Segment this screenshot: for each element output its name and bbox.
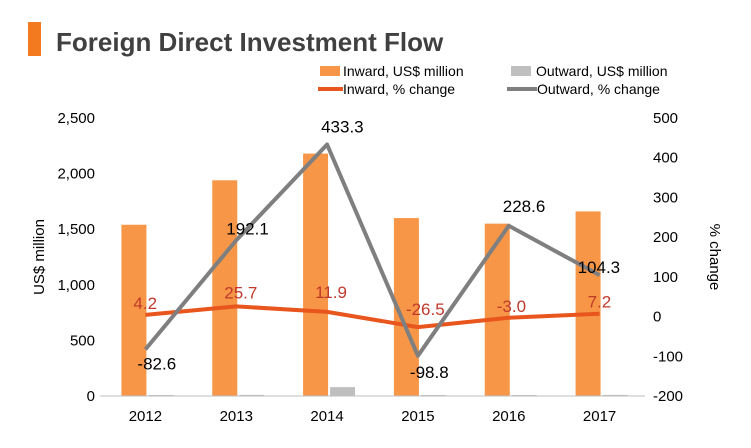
y-axis-left-ticks: 0 500 1,000 1,500 2,000 2,500 [57, 110, 95, 405]
label-inward-change: 25.7 [224, 283, 257, 302]
label-outward-change: 104.3 [578, 258, 621, 277]
y-right-tick-label: -100 [653, 348, 683, 365]
bar-inward [575, 211, 601, 396]
bar-inward [303, 153, 329, 396]
label-outward-change: 228.6 [503, 197, 546, 216]
label-outward-change: -82.6 [137, 354, 176, 373]
x-tick-label: 2013 [220, 408, 253, 425]
x-tick-label: 2017 [583, 408, 616, 425]
x-tick-label: 2016 [492, 408, 525, 425]
label-inward-change: 4.2 [133, 294, 157, 313]
bar-outward [239, 394, 265, 396]
x-tick-label: 2014 [310, 408, 343, 425]
y-right-tick-label: 400 [653, 150, 678, 167]
legend-label-inward-line: Inward, % change [343, 81, 455, 97]
bar-outward [602, 394, 628, 396]
lines [143, 142, 601, 358]
y-axis-right-label: % change [706, 224, 723, 291]
y-left-tick-label: 500 [70, 332, 95, 349]
x-tick-label: 2015 [401, 408, 434, 425]
label-inward-change: -3.0 [497, 297, 526, 316]
y-left-tick-label: 1,000 [57, 277, 95, 294]
y-left-tick-label: 0 [87, 388, 95, 405]
y-left-tick-label: 1,500 [57, 221, 95, 238]
y-left-tick-label: 2,500 [57, 110, 95, 127]
label-inward-change: 11.9 [315, 283, 347, 302]
bar-inward [121, 224, 147, 396]
legend-label-inward-bar: Inward, US$ million [343, 63, 464, 79]
bar-inward [212, 180, 238, 396]
legend-swatch-outward-bar [511, 66, 531, 76]
y-right-tick-label: 100 [653, 269, 678, 286]
line-inward-change [145, 304, 600, 330]
y-right-tick-label: 0 [653, 309, 661, 326]
label-inward-change: 7.2 [588, 293, 612, 312]
data-labels: 4.2 25.7 11.9 -26.5 -3.0 7.2 -82.6 192.1 433.3 -9… [133, 117, 620, 381]
label-outward-change: -98.8 [410, 363, 449, 382]
legend: Inward, US$ million Outward, US$ million… [318, 63, 668, 97]
y-left-tick-label: 2,000 [57, 166, 95, 183]
legend-swatch-inward-bar [320, 66, 340, 76]
label-inward-change: -26.5 [406, 300, 445, 319]
y-right-tick-label: 300 [653, 189, 678, 206]
chart-title: Foreign Direct Investment Flow [56, 27, 444, 57]
y-right-tick-label: -200 [653, 388, 683, 405]
legend-label-outward-bar: Outward, US$ million [536, 63, 668, 79]
title-marker [28, 22, 41, 56]
y-right-tick-label: 500 [653, 110, 678, 127]
x-axis-ticks: 2012 2013 2014 2015 2016 2017 [129, 408, 617, 425]
y-axis-left-label: US$ million [31, 219, 48, 295]
legend-label-outward-line: Outward, % change [537, 81, 660, 97]
x-tick-label: 2012 [129, 408, 162, 425]
label-outward-change: 433.3 [321, 117, 364, 136]
label-outward-change: 192.1 [226, 219, 269, 238]
bars [121, 153, 628, 396]
line-outward-change [143, 142, 601, 358]
bar-outward [330, 387, 356, 396]
y-right-tick-label: 200 [653, 229, 678, 246]
y-axis-right-ticks: -200 -100 0 100 200 300 400 500 [653, 110, 683, 405]
